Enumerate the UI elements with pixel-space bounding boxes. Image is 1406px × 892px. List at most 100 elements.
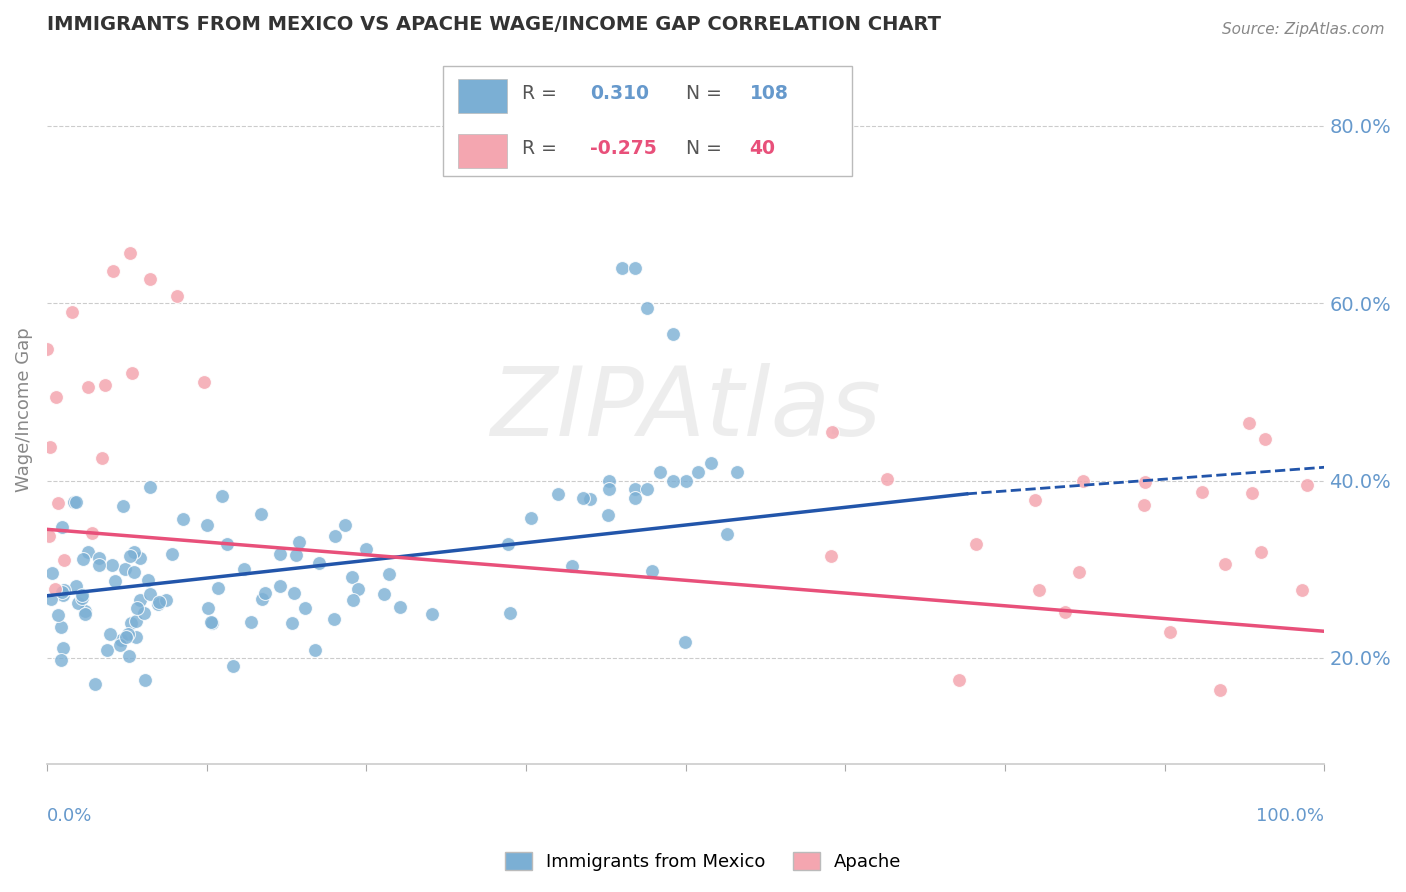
Bar	[458, 134, 506, 168]
Point	[239, 615, 262, 630]
Point	[496, 537, 519, 551]
Point	[1069, 565, 1091, 579]
Point	[148, 595, 170, 609]
Point	[44, 582, 66, 596]
Point	[323, 611, 346, 625]
Point	[200, 615, 222, 629]
Point	[77, 545, 100, 559]
Text: -0.275: -0.275	[591, 138, 657, 158]
Point	[579, 492, 602, 507]
Point	[641, 564, 664, 578]
Point	[572, 491, 595, 506]
Point	[623, 491, 645, 506]
Point	[308, 556, 330, 570]
Point	[83, 677, 105, 691]
Point	[90, 450, 112, 465]
Point	[75, 604, 97, 618]
Point	[139, 480, 162, 494]
Point	[342, 593, 364, 607]
Point	[117, 627, 139, 641]
Point	[623, 483, 645, 497]
Point	[72, 552, 94, 566]
Point	[373, 587, 395, 601]
Point	[1071, 474, 1094, 488]
Point	[253, 586, 276, 600]
Point	[269, 578, 291, 592]
Point	[250, 507, 273, 521]
Point	[598, 474, 620, 488]
Point	[304, 643, 326, 657]
Point	[269, 547, 291, 561]
Point	[193, 375, 215, 389]
Point	[820, 549, 842, 563]
Point	[547, 487, 569, 501]
Point	[114, 562, 136, 576]
Point	[120, 616, 142, 631]
Point	[51, 520, 73, 534]
Point	[1053, 605, 1076, 619]
Point	[389, 600, 412, 615]
Point	[636, 301, 658, 315]
Point	[122, 565, 145, 579]
Point	[1209, 683, 1232, 698]
Point	[1028, 583, 1050, 598]
Point	[662, 474, 685, 488]
Point	[38, 529, 60, 543]
Point	[72, 591, 94, 605]
Point	[125, 631, 148, 645]
Point	[65, 495, 87, 509]
Text: 100.0%: 100.0%	[1257, 807, 1324, 825]
Point	[1296, 477, 1319, 491]
Point	[48, 608, 70, 623]
Point	[101, 264, 124, 278]
Point	[98, 627, 121, 641]
Point	[201, 615, 224, 630]
Point	[136, 573, 159, 587]
Point	[155, 592, 177, 607]
Point	[115, 631, 138, 645]
Point	[346, 582, 368, 596]
Text: ZIPAtlas: ZIPAtlas	[491, 363, 882, 456]
Text: 108: 108	[749, 84, 789, 103]
Point	[1024, 492, 1046, 507]
Point	[46, 496, 69, 510]
Point	[520, 511, 543, 525]
Point	[675, 474, 697, 488]
Point	[118, 246, 141, 260]
Point	[948, 673, 970, 687]
Point	[132, 606, 155, 620]
Point	[118, 649, 141, 664]
Point	[41, 566, 63, 581]
Point	[1250, 545, 1272, 559]
Point	[876, 472, 898, 486]
Point	[128, 593, 150, 607]
Point	[39, 441, 62, 455]
Point	[610, 260, 633, 275]
Point	[139, 587, 162, 601]
Point	[294, 601, 316, 615]
Point	[39, 591, 62, 606]
Point	[333, 518, 356, 533]
Point	[250, 591, 273, 606]
Point	[623, 260, 645, 275]
Point	[1237, 416, 1260, 430]
Point	[89, 558, 111, 572]
Point	[160, 547, 183, 561]
Point	[598, 483, 620, 497]
Point	[53, 583, 76, 598]
Point	[166, 289, 188, 303]
Y-axis label: Wage/Income Gap: Wage/Income Gap	[15, 327, 32, 492]
Text: N =: N =	[686, 138, 727, 158]
Point	[60, 305, 83, 319]
Point	[51, 584, 73, 599]
Point	[700, 456, 723, 470]
Point	[340, 569, 363, 583]
Point	[499, 606, 522, 620]
Point	[288, 535, 311, 549]
Text: 40: 40	[749, 138, 776, 158]
Point	[222, 659, 245, 673]
Text: 0.0%: 0.0%	[46, 807, 93, 825]
Text: IMMIGRANTS FROM MEXICO VS APACHE WAGE/INCOME GAP CORRELATION CHART: IMMIGRANTS FROM MEXICO VS APACHE WAGE/IN…	[46, 15, 941, 34]
Point	[354, 541, 377, 556]
Point	[561, 558, 583, 573]
